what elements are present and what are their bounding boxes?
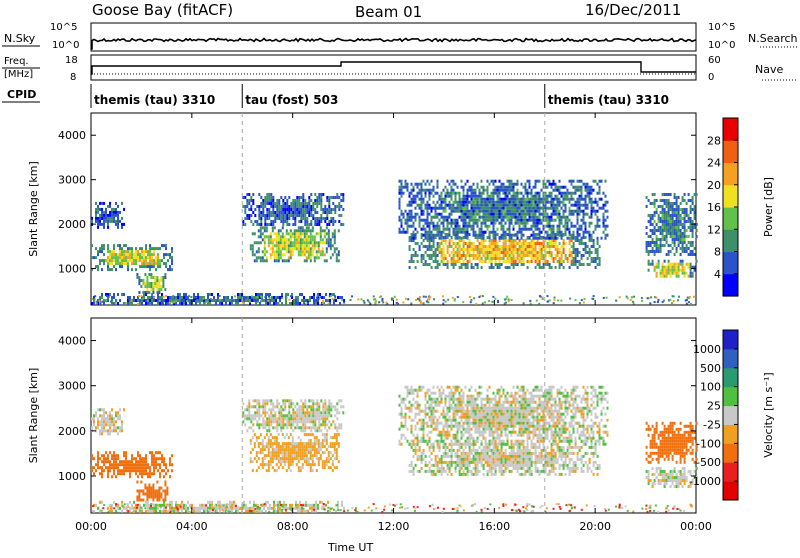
velocity-colorbar-tick: 500	[700, 362, 721, 375]
station-title: Goose Bay (fitACF)	[92, 1, 233, 19]
nave-tick-bottom: 0	[708, 72, 714, 83]
velocity-colorbar-swatch	[723, 387, 738, 406]
freq-tick-top: 18	[65, 55, 78, 66]
velocity-colorbar-tick: 25	[707, 400, 721, 413]
power-colorbar-swatch	[723, 229, 738, 252]
x-tick-label: 04:00	[176, 520, 208, 533]
power-colorbar-swatch	[723, 207, 738, 230]
power-colorbar: 4 8 12 16 20 24 28 Power [dB]	[707, 118, 775, 297]
freq-tick-bottom: 8	[70, 72, 76, 83]
velocity-colorbar-swatch	[723, 443, 738, 462]
velocity-colorbar: 1000 500 100 25 -25 -100 -500 -1000 Velocity [m …	[689, 330, 775, 501]
power-colorbar-tick: 20	[707, 179, 721, 192]
velocity-colorbar-swatch	[723, 424, 738, 443]
nave-tick-top: 60	[708, 55, 721, 66]
x-tick-label: 16:00	[478, 520, 510, 533]
freq-label-2: [MHz]	[4, 69, 33, 80]
power-panel: 1000 2000 3000 4000 Slant Range [km]	[27, 113, 698, 305]
cpid-segments: themis (tau) 3310 tau (fost) 503 themis (t…	[91, 84, 669, 108]
nave-label: Nave	[755, 63, 783, 76]
nsearch-label: N.Search	[748, 32, 798, 45]
velocity-colorbar-swatch	[723, 406, 738, 425]
nsky-tick-top: 10^5	[50, 22, 77, 33]
nsky-label: N.Sky	[4, 32, 36, 45]
power-y-axis-label: Slant Range [km]	[27, 161, 40, 257]
power-frame	[91, 113, 696, 305]
power-colorbar-swatch	[723, 252, 738, 275]
power-colorbar-tick: 16	[707, 201, 721, 214]
x-tick-label: 00:00	[75, 520, 107, 533]
power-y-tick-label: 4000	[58, 129, 86, 142]
x-axis-label: Time UT	[327, 541, 373, 554]
power-colorbar-tick: 24	[707, 157, 721, 170]
velocity-colorbar-swatch	[723, 349, 738, 368]
power-y-tick-label: 1000	[58, 263, 86, 276]
cpid-segment-label: themis (tau) 3310	[94, 93, 215, 107]
velocity-colorbar-swatch	[723, 481, 738, 500]
power-y-tick-label: 2000	[58, 218, 86, 231]
velocity-colorbar-tick: -25	[703, 418, 721, 431]
velocity-colorbar-tick: 100	[700, 381, 721, 394]
nsky-trace	[91, 39, 696, 50]
velocity-colorbar-label: Velocity [m s⁻¹]	[762, 372, 775, 457]
power-colorbar-swatch	[723, 118, 738, 141]
velocity-colorbar-swatch	[723, 330, 738, 349]
velocity-y-tick-label: 3000	[58, 380, 86, 393]
nsearch-tick-top: 10^5	[708, 22, 735, 33]
power-colorbar-label: Power [dB]	[762, 177, 775, 237]
cpid-segment-label: tau (fost) 503	[245, 93, 338, 107]
nsky-tick-bottom: 10^0	[52, 40, 79, 51]
power-colorbar-swatch	[723, 185, 738, 208]
velocity-colorbar-swatch	[723, 462, 738, 481]
freq-trace	[91, 62, 696, 74]
power-y-tick-label: 3000	[58, 174, 86, 187]
power-colorbar-tick: 28	[707, 134, 721, 147]
freq-label-1: Freq.	[4, 56, 29, 67]
velocity-colorbar-swatch	[723, 368, 738, 387]
power-colorbar-swatch	[723, 163, 738, 186]
date-title: 16/Dec/2011	[585, 1, 681, 19]
power-colorbar-swatch	[723, 274, 738, 297]
x-tick-label: 08:00	[277, 520, 309, 533]
power-colorbar-swatch	[723, 140, 738, 163]
x-tick-label: 20:00	[579, 520, 611, 533]
velocity-colorbar-tick: -500	[696, 456, 721, 469]
velocity-colorbar-tick: 1000	[693, 343, 721, 356]
velocity-y-tick-label: 1000	[58, 470, 86, 483]
beam-title: Beam 01	[355, 3, 422, 21]
power-colorbar-tick: 12	[707, 223, 721, 236]
power-colorbar-tick: 4	[714, 268, 721, 281]
velocity-colorbar-tick: -1000	[689, 475, 721, 488]
x-tick-label: 12:00	[378, 520, 410, 533]
velocity-y-tick-label: 4000	[58, 335, 86, 348]
nsky-panel-frame	[91, 23, 696, 51]
cpid-segment-label: themis (tau) 3310	[548, 93, 669, 107]
velocity-y-tick-label: 2000	[58, 425, 86, 438]
velocity-panel: 1000 2000 3000 4000 00:00 04:00 08:00 12:00 16:0…	[27, 318, 712, 533]
x-tick-label: 00:00	[680, 520, 712, 533]
nsearch-tick-bottom: 10^0	[708, 40, 735, 51]
velocity-y-axis-label: Slant Range [km]	[27, 368, 40, 464]
freq-panel-frame	[91, 55, 696, 80]
velocity-colorbar-tick: -100	[696, 437, 721, 450]
power-colorbar-tick: 8	[714, 246, 721, 259]
cpid-label: CPID	[7, 88, 36, 101]
